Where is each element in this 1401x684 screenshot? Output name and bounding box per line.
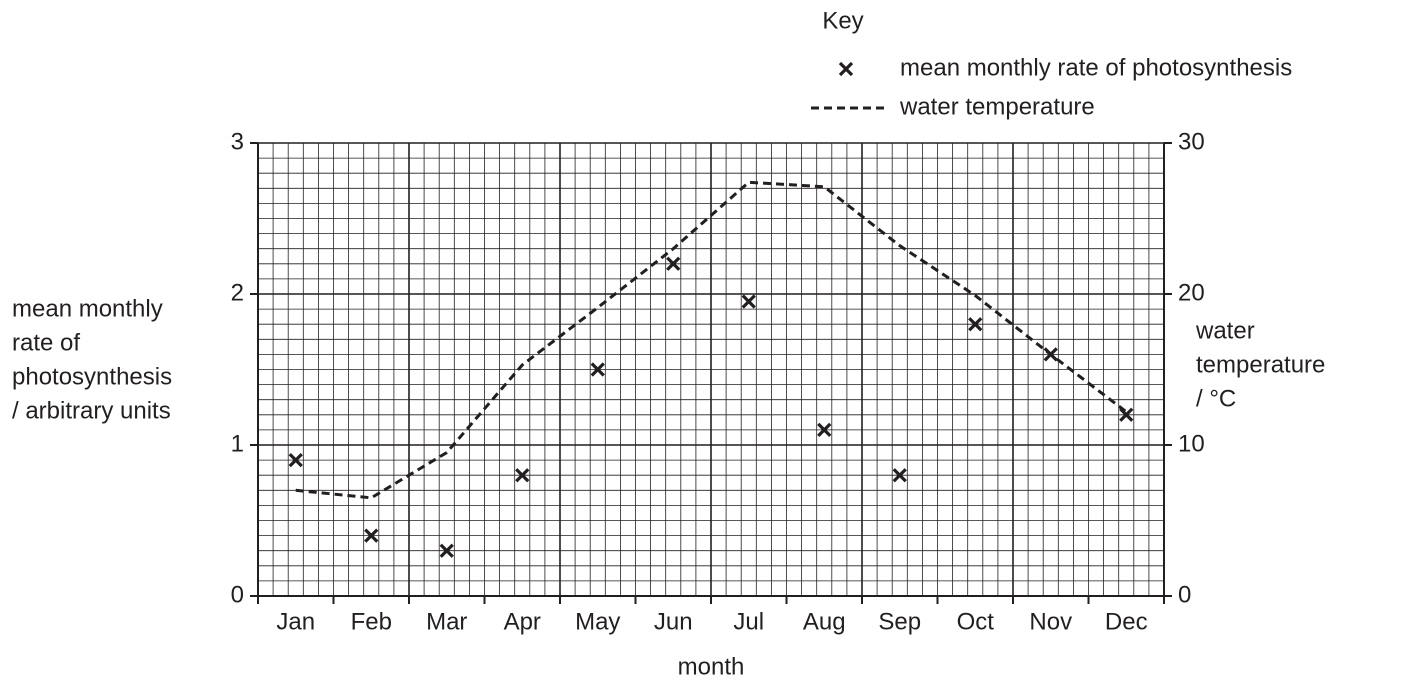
y-tick-label: 2 — [231, 279, 244, 306]
data-point — [666, 256, 681, 271]
y2-tick-label: 0 — [1178, 581, 1191, 608]
x-tick-label: Nov — [1029, 608, 1072, 635]
data-point — [439, 543, 454, 558]
y-axis-label: mean monthly — [12, 295, 163, 322]
legend-label: water temperature — [899, 93, 1095, 120]
legend-label: mean monthly rate of photosynthesis — [900, 54, 1292, 81]
y-axis-label: / arbitrary units — [12, 397, 171, 424]
x-tick-label: Oct — [957, 608, 995, 635]
data-point — [968, 317, 983, 332]
y2-axis-label: / °C — [1196, 385, 1236, 412]
x-tick-label: Feb — [351, 608, 392, 635]
y-axis-label: rate of — [12, 329, 80, 356]
x-tick-label: May — [575, 608, 620, 635]
data-line — [295, 180, 1128, 500]
y2-tick-label: 10 — [1178, 430, 1205, 457]
x-tick-label: Dec — [1105, 608, 1148, 635]
y2-axis-label: water — [1195, 317, 1255, 344]
x-tick-label: Sep — [878, 608, 921, 635]
data-point — [817, 422, 832, 438]
y-axis-label: photosynthesis — [12, 363, 172, 390]
data-point — [364, 528, 379, 543]
x-tick-label: Mar — [426, 608, 467, 635]
legend-title: Key — [822, 7, 863, 34]
data-point — [515, 468, 530, 483]
x-tick-label: Jul — [733, 608, 764, 635]
x-tick-label: Jan — [276, 608, 315, 635]
x-tick-label: Jun — [654, 608, 693, 635]
y2-tick-label: 20 — [1178, 279, 1205, 306]
y-tick-label: 0 — [231, 581, 244, 608]
data-point — [288, 452, 303, 468]
x-tick-label: Aug — [803, 608, 846, 635]
x-tick-label: Apr — [504, 608, 541, 635]
legend-marker — [838, 61, 854, 77]
data-point — [892, 468, 907, 483]
y-tick-label: 3 — [231, 128, 244, 155]
y2-tick-label: 30 — [1178, 128, 1205, 155]
data-point — [1119, 407, 1134, 422]
data-point — [590, 362, 605, 377]
y-tick-label: 1 — [231, 430, 244, 457]
x-axis-label: month — [678, 653, 745, 680]
data-point — [741, 294, 756, 309]
y2-axis-label: temperature — [1196, 351, 1325, 378]
